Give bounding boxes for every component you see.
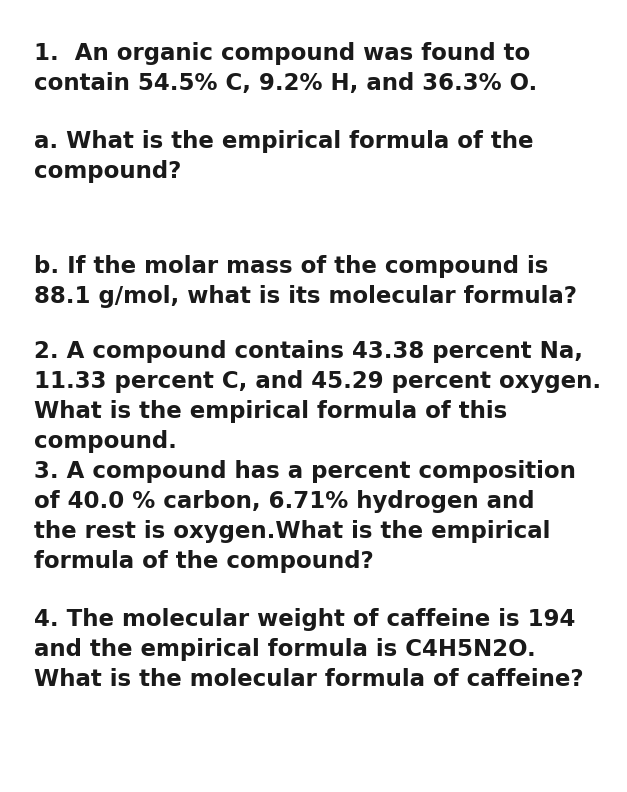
Text: a. What is the empirical formula of the: a. What is the empirical formula of the: [34, 130, 534, 153]
Text: 4. The molecular weight of caffeine is 194: 4. The molecular weight of caffeine is 1…: [34, 608, 576, 631]
Text: What is the molecular formula of caffeine?: What is the molecular formula of caffein…: [34, 668, 584, 691]
Text: contain 54.5% C, 9.2% H, and 36.3% O.: contain 54.5% C, 9.2% H, and 36.3% O.: [34, 72, 538, 95]
Text: 88.1 g/mol, what is its molecular formula?: 88.1 g/mol, what is its molecular formul…: [34, 285, 577, 308]
Text: 1.  An organic compound was found to: 1. An organic compound was found to: [34, 42, 530, 65]
Text: 3. A compound has a percent composition: 3. A compound has a percent composition: [34, 460, 576, 483]
Text: 11.33 percent C, and 45.29 percent oxygen.: 11.33 percent C, and 45.29 percent oxyge…: [34, 370, 602, 393]
Text: formula of the compound?: formula of the compound?: [34, 550, 374, 573]
Text: compound?: compound?: [34, 160, 182, 183]
Text: the rest is oxygen.What is the empirical: the rest is oxygen.What is the empirical: [34, 520, 551, 543]
Text: b. If the molar mass of the compound is: b. If the molar mass of the compound is: [34, 255, 549, 278]
Text: 2. A compound contains 43.38 percent Na,: 2. A compound contains 43.38 percent Na,: [34, 340, 584, 363]
Text: of 40.0 % carbon, 6.71% hydrogen and: of 40.0 % carbon, 6.71% hydrogen and: [34, 490, 535, 513]
Text: and the empirical formula is C4H5N2O.: and the empirical formula is C4H5N2O.: [34, 638, 536, 661]
Text: compound.: compound.: [34, 430, 177, 453]
Text: What is the empirical formula of this: What is the empirical formula of this: [34, 400, 508, 423]
